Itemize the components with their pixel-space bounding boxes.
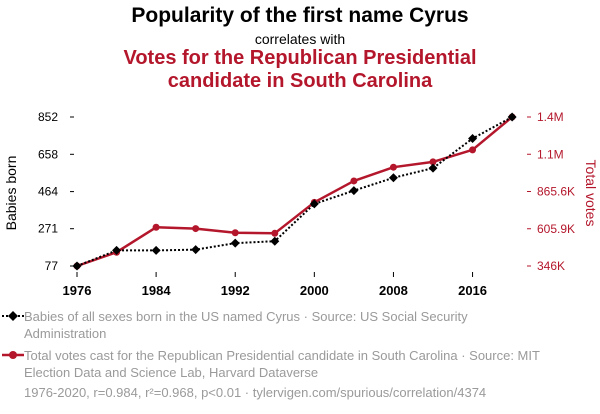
legend-label-series2: Total votes cast for the Republican Pres… (24, 348, 540, 380)
y2-tick-label: 865.6K (537, 185, 575, 199)
data-point-votes (192, 225, 200, 233)
data-point-babies (428, 163, 438, 173)
series-layer (72, 112, 517, 271)
y-axis-label: Babies born (3, 156, 19, 231)
x-axis-ticks: 1976 1984 1992 2000 2008 2016 (63, 272, 487, 298)
footer-stats: 1976-2020, r=0.984, r²=0.968, p<0.01 · t… (24, 385, 487, 400)
data-point-votes (350, 177, 358, 185)
data-point-babies (72, 261, 82, 271)
data-point-votes (152, 223, 160, 231)
x-tick-label: 2016 (458, 283, 487, 298)
data-point-votes (389, 163, 397, 171)
legend-swatch-series2 (2, 351, 24, 359)
data-point-babies (388, 173, 398, 183)
data-point-votes (429, 158, 437, 166)
x-tick-label: 1992 (221, 283, 250, 298)
y-axis-ticks: 77 271 464 658 852 (38, 110, 74, 273)
chart-title: Popularity of the first name Cyrus (131, 4, 469, 27)
data-point-babies (112, 245, 122, 255)
x-tick-label: 1984 (142, 283, 172, 298)
y-tick-label: 464 (38, 185, 58, 199)
x-tick-label: 2000 (300, 283, 329, 298)
y2-tick-label: 605.9K (537, 222, 575, 236)
y2-tick-label: 346K (537, 259, 565, 273)
data-point-votes (271, 229, 279, 237)
chart-subtitle: correlates with (254, 31, 346, 47)
data-point-babies (468, 134, 478, 144)
x-tick-label: 2008 (379, 283, 408, 298)
y-tick-label: 852 (38, 110, 58, 124)
data-point-votes (469, 146, 477, 154)
data-point-babies (151, 245, 161, 255)
x-tick-label: 1976 (63, 283, 92, 298)
series-line-votes (76, 116, 513, 268)
y2-tick-label: 1.4M (537, 110, 564, 124)
chart-title-secondary: Votes for the Republican Presidential ca… (123, 47, 477, 92)
y2-tick-label: 1.1M (537, 147, 564, 161)
data-point-babies (349, 186, 359, 196)
legend-swatch-series1 (2, 311, 24, 321)
data-point-babies (230, 238, 240, 248)
y-tick-label: 271 (38, 222, 58, 236)
series-line-babies (76, 116, 513, 267)
data-point-babies (507, 112, 517, 122)
y-tick-label: 658 (38, 147, 58, 161)
data-point-votes (231, 229, 239, 237)
data-point-babies (309, 199, 319, 209)
data-point-babies (191, 245, 201, 255)
data-point-babies (270, 236, 280, 246)
y2-axis-ticks: 346K 605.9K 865.6K 1.1M 1.4M (527, 110, 575, 273)
y-tick-label: 77 (45, 259, 59, 273)
legend-label-series1: Babies of all sexes born in the US named… (24, 309, 468, 341)
y2-axis-label: Total votes (583, 160, 599, 227)
